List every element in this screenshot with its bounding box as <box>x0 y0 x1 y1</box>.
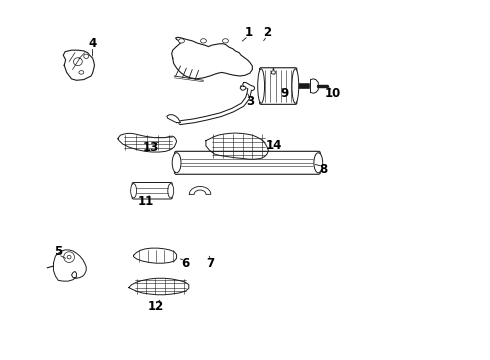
Circle shape <box>200 39 206 43</box>
Ellipse shape <box>131 184 137 198</box>
Polygon shape <box>63 50 95 80</box>
Polygon shape <box>129 278 189 295</box>
Polygon shape <box>311 79 319 93</box>
Polygon shape <box>134 248 176 263</box>
Text: 3: 3 <box>246 95 254 108</box>
Ellipse shape <box>292 69 299 103</box>
Text: 7: 7 <box>207 257 215 270</box>
Text: 2: 2 <box>263 27 271 40</box>
Text: 13: 13 <box>143 141 159 154</box>
Circle shape <box>222 39 228 43</box>
Text: 11: 11 <box>138 195 154 208</box>
Text: 5: 5 <box>54 245 63 258</box>
Ellipse shape <box>258 69 265 103</box>
Polygon shape <box>118 134 176 152</box>
Text: 8: 8 <box>319 163 327 176</box>
FancyBboxPatch shape <box>260 68 297 104</box>
Ellipse shape <box>172 153 181 173</box>
Ellipse shape <box>314 153 323 173</box>
Polygon shape <box>172 37 252 79</box>
Polygon shape <box>53 250 86 281</box>
Polygon shape <box>189 186 211 194</box>
Text: 9: 9 <box>280 87 288 100</box>
Text: 12: 12 <box>148 300 164 313</box>
Ellipse shape <box>168 184 173 198</box>
FancyBboxPatch shape <box>174 151 320 174</box>
Text: 4: 4 <box>88 37 97 50</box>
Polygon shape <box>206 133 269 159</box>
Text: 10: 10 <box>325 87 341 100</box>
Text: 1: 1 <box>245 27 252 40</box>
Circle shape <box>178 39 184 43</box>
Text: 6: 6 <box>181 257 190 270</box>
Polygon shape <box>240 86 246 90</box>
Polygon shape <box>271 71 275 74</box>
FancyBboxPatch shape <box>132 183 172 199</box>
Text: 14: 14 <box>266 139 283 152</box>
Polygon shape <box>167 115 180 123</box>
